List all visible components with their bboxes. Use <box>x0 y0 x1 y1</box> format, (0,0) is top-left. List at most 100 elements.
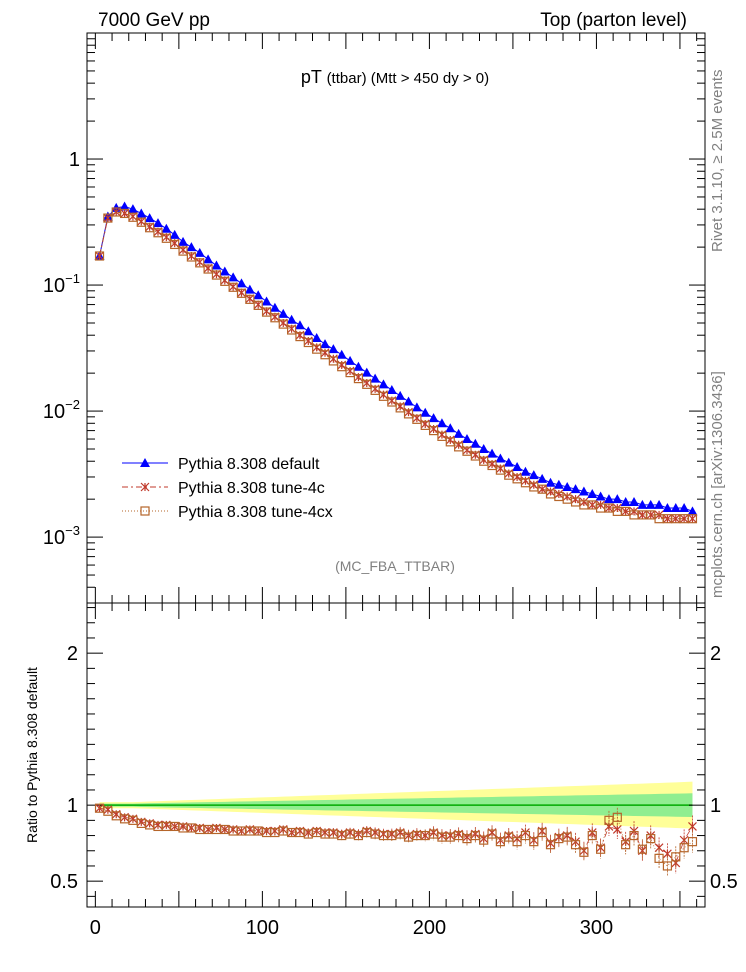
point-default <box>161 223 172 233</box>
point-default <box>119 201 130 211</box>
point-default <box>236 278 247 288</box>
main-ytick-label: 10−1 <box>43 271 80 297</box>
point-tune4cx <box>345 367 355 378</box>
legend-label-tune4c: Pythia 8.308 tune-4c <box>178 480 325 497</box>
ratio-point-tune4cx <box>520 830 531 841</box>
ratio-ytick-label-right: 2 <box>710 643 721 665</box>
point-tune4c <box>195 257 205 267</box>
point-tune4cx <box>337 362 347 372</box>
ratio-point-tune4cx <box>487 829 497 839</box>
point-tune4c <box>237 288 246 298</box>
point-default <box>386 384 397 394</box>
point-tune4c <box>328 354 338 364</box>
point-default <box>403 396 414 406</box>
xtick-label: 100 <box>246 917 279 939</box>
point-default <box>269 302 280 312</box>
point-default <box>578 486 589 496</box>
point-tune4cx <box>94 251 105 261</box>
main-title-sub: (ttbar) (Mtt > 450 dy > 0) <box>327 70 490 87</box>
point-default <box>679 503 690 513</box>
point-tune4c <box>445 435 455 445</box>
point-tune4cx <box>462 446 472 456</box>
point-default <box>203 254 214 264</box>
point-tune4cx <box>428 425 439 436</box>
legend-marker-tune4cx <box>140 506 150 516</box>
point-default <box>353 361 364 371</box>
point-tune4cx <box>261 307 272 317</box>
legend-label-tune4cx: Pythia 8.308 tune-4cx <box>178 504 333 521</box>
point-default <box>169 229 180 239</box>
main-series <box>94 201 698 524</box>
ratio-point-tune4cx <box>629 830 639 841</box>
ratio-series <box>94 803 698 877</box>
point-default <box>294 320 305 330</box>
point-default <box>453 428 464 438</box>
header-left-label: 7000 GeV pp <box>98 10 210 31</box>
point-default <box>345 355 356 365</box>
point-default <box>445 423 456 433</box>
ratio-point-tune4cx <box>529 837 539 847</box>
point-default <box>253 290 264 300</box>
point-tune4cx <box>320 350 330 360</box>
point-default <box>127 204 138 214</box>
main-ytick-base: 10 <box>43 401 65 423</box>
ratio-line-tune4cx <box>99 807 693 867</box>
point-default <box>328 344 339 354</box>
ratio-point-tune4cx <box>646 833 656 844</box>
ratio-point-tune4cx <box>479 835 489 845</box>
main-ticks: 10−310−210−11 <box>43 32 705 604</box>
point-default <box>428 413 439 423</box>
point-tune4cx <box>370 385 380 395</box>
point-default <box>194 247 205 257</box>
ratio-point-tune4c <box>220 825 230 834</box>
point-tune4cx <box>495 465 505 475</box>
point-tune4cx <box>295 331 305 342</box>
point-tune4c <box>688 514 697 524</box>
point-default <box>629 496 640 506</box>
ratio-point-tune4cx <box>621 840 631 850</box>
ratio-frame <box>86 602 706 908</box>
point-default <box>420 407 431 417</box>
point-tune4c <box>571 494 580 504</box>
point-default <box>587 488 598 498</box>
point-tune4cx <box>136 217 146 227</box>
point-default <box>520 466 531 476</box>
main-title-main: pT <box>301 67 322 87</box>
main-ytick-base: 1 <box>69 149 80 171</box>
point-tune4cx <box>195 258 205 268</box>
point-default <box>512 461 523 471</box>
point-default <box>219 266 230 276</box>
ratio-ylabel: Ratio to Pythia 8.308 default <box>24 667 40 843</box>
ratio-point-tune4c <box>571 837 580 847</box>
ratio-ytick-label-right: 0.5 <box>710 871 738 893</box>
ratio-point-tune4cx <box>570 840 581 850</box>
ratio-point-tune4cx <box>579 847 589 857</box>
point-tune4c <box>512 472 522 482</box>
legend-marker-tune4c <box>140 482 150 492</box>
point-tune4cx <box>445 437 455 447</box>
watermark-label: (MC_FBA_TTBAR) <box>335 558 455 574</box>
point-tune4cx <box>687 514 698 524</box>
ratio-point-tune4cx <box>587 830 597 841</box>
ratio-point-tune4cx <box>679 843 689 853</box>
ratio-point-tune4cx <box>637 844 647 854</box>
main-ytick-exp: −3 <box>65 523 80 538</box>
point-tune4cx <box>103 213 113 223</box>
header-right-label: Top (parton level) <box>540 10 687 31</box>
legend-label-default: Pythia 8.308 default <box>178 456 320 473</box>
point-tune4cx <box>128 212 138 222</box>
point-tune4cx <box>387 397 397 407</box>
point-default <box>487 448 498 458</box>
point-default <box>687 506 698 516</box>
point-tune4c <box>95 251 104 261</box>
point-tune4cx <box>186 252 196 262</box>
ratio-ytick-label-left: 0.5 <box>50 871 78 893</box>
point-default <box>378 379 389 389</box>
point-default <box>244 284 255 294</box>
point-tune4c <box>111 207 121 217</box>
point-default <box>645 499 656 509</box>
ratio-point-tune4cx <box>612 812 622 822</box>
point-tune4cx <box>270 313 280 323</box>
point-default <box>411 402 422 412</box>
ratio-bands <box>99 781 693 829</box>
